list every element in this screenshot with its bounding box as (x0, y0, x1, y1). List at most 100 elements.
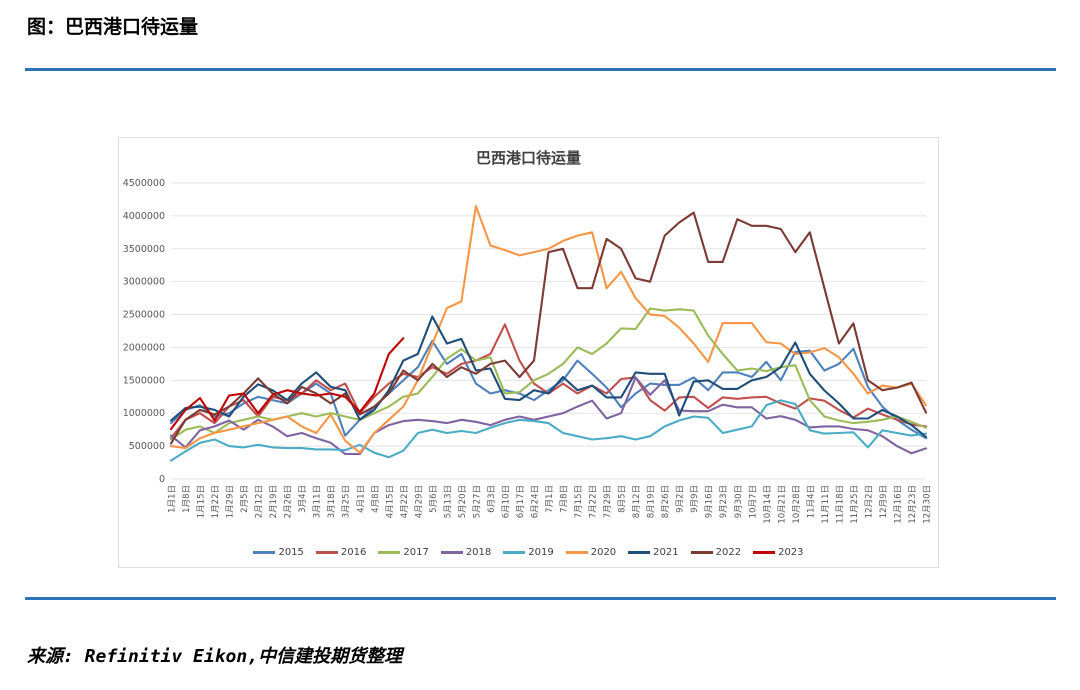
legend-item-2021: 2021 (628, 547, 679, 558)
series-line-2021 (169, 315, 928, 438)
x-axis-tick-label: 2月26日 (284, 485, 294, 518)
x-axis-tick-label: 3月4日 (298, 485, 308, 513)
legend-label: 2015 (278, 547, 304, 558)
y-axis-tick-label: 2500000 (123, 310, 165, 321)
legend-swatch-icon (753, 551, 776, 554)
page-title: 图：巴西港口待运量 (27, 17, 199, 38)
x-axis-tick-label: 8月5日 (618, 485, 628, 513)
x-axis-tick-label: 3月11日 (313, 485, 323, 518)
x-axis-tick-label: 4月1日 (356, 485, 366, 513)
y-axis-tick-label: 0 (159, 474, 165, 485)
legend-label: 2023 (778, 547, 804, 558)
x-axis-tick-label: 5月20日 (458, 485, 468, 518)
legend-swatch-icon (690, 551, 713, 554)
x-axis-tick-label: 4月8日 (371, 485, 381, 513)
x-axis-tick-label: 1月8日 (182, 485, 192, 513)
legend-swatch-icon (565, 551, 588, 554)
legend-label: 2018 (465, 547, 492, 558)
x-axis-tick-label: 10月7日 (748, 485, 758, 518)
x-axis-tick-label: 2月5日 (240, 485, 250, 513)
x-axis-tick-label: 8月26日 (661, 485, 671, 518)
y-axis-tick-label: 4500000 (123, 178, 165, 189)
legend-swatch-icon (253, 551, 276, 554)
legend-item-2015: 2015 (253, 547, 304, 558)
x-axis-tick-label: 11月18日 (835, 485, 845, 524)
x-axis-tick-label: 7月15日 (574, 485, 584, 518)
x-axis-tick-label: 7月8日 (560, 485, 570, 513)
x-axis-tick-label: 3月18日 (327, 485, 337, 518)
legend-item-2017: 2017 (378, 547, 429, 558)
x-axis-tick-label: 5月27日 (472, 485, 482, 518)
x-axis-tick-label: 2月12日 (255, 485, 265, 518)
x-axis-tick-label: 11月25日 (850, 485, 860, 524)
x-axis-tick-label: 12月16日 (893, 485, 903, 524)
x-axis-tick-label: 7月22日 (589, 485, 599, 518)
x-axis-tick-label: 5月13日 (443, 485, 453, 518)
y-axis-tick-label: 1000000 (123, 408, 165, 419)
legend-swatch-icon (315, 551, 338, 554)
x-axis-tick-label: 4月22日 (400, 485, 410, 518)
x-axis-tick-label: 9月16日 (705, 485, 715, 518)
legend-swatch-icon (440, 551, 463, 554)
x-axis-tick-label: 8月12日 (632, 485, 642, 518)
y-axis-tick-label: 4000000 (123, 211, 165, 222)
x-axis-tick-label: 6月24日 (530, 485, 540, 518)
x-axis-tick-label: 10月21日 (777, 485, 787, 524)
x-axis-tick-label: 6月10日 (501, 485, 511, 518)
x-axis-tick-label: 9月9日 (690, 485, 700, 513)
series-line-2019 (169, 399, 928, 462)
x-axis-tick-label: 3月25日 (342, 485, 352, 518)
x-axis-tick-label: 5月6日 (429, 485, 439, 513)
legend-swatch-icon (378, 551, 401, 554)
series-line-2022 (169, 211, 928, 445)
legend-label: 2022 (715, 547, 742, 558)
top-divider (25, 68, 1056, 71)
legend-swatch-icon (503, 551, 526, 554)
x-axis-tick-label: 6月17日 (516, 485, 526, 518)
line-chart: 0 500000 1000000 1500000 2000000 2500000 30000… (123, 178, 933, 524)
legend-item-2018: 2018 (440, 547, 492, 558)
source-note: 来源: Refinitiv Eikon,中信建投期货整理 (27, 646, 403, 667)
y-axis-tick-label: 1500000 (123, 375, 165, 386)
legend-item-2019: 2019 (503, 547, 554, 558)
x-axis-tick-label: 11月4日 (806, 485, 816, 518)
x-axis-tick-label: 1月29日 (226, 485, 236, 518)
y-axis-tick-label: 2000000 (123, 342, 165, 353)
legend-item-2022: 2022 (690, 547, 742, 558)
y-axis-tick-label: 3000000 (123, 277, 165, 288)
x-axis-tick-label: 1月22日 (211, 485, 221, 518)
x-axis-tick-label: 2月19日 (269, 485, 279, 518)
x-axis-tick-label: 9月30日 (734, 485, 744, 518)
legend-label: 2016 (340, 547, 367, 558)
x-axis-tick-label: 9月23日 (719, 485, 729, 518)
x-axis-tick-label: 7月1日 (545, 485, 555, 513)
y-axis-tick-label: 500000 (129, 441, 165, 452)
x-axis-tick-label: 1月1日 (168, 485, 178, 513)
chart-title: 巴西港口待运量 (475, 151, 581, 167)
x-axis-tick-label: 1月15日 (197, 485, 207, 518)
legend-swatch-icon (628, 551, 651, 554)
x-axis-tick-label: 12月9日 (879, 485, 889, 518)
chart-legend: 2015 2016 2017 2018 2019 2020 2021 2022 2023 (119, 547, 938, 558)
x-axis-tick-label: 10月28日 (792, 485, 802, 524)
x-axis-tick-label: 12月2日 (864, 485, 874, 518)
x-axis-tick-label: 9月2日 (676, 485, 686, 513)
x-axis-tick-label: 11月11日 (821, 485, 831, 524)
legend-item-2016: 2016 (315, 547, 367, 558)
x-axis-tick-label: 12月23日 (908, 485, 918, 524)
series-line-2017 (169, 307, 928, 441)
legend-label: 2020 (590, 547, 617, 558)
x-axis-tick-label: 6月3日 (487, 485, 497, 513)
x-axis-tick-label: 8月19日 (647, 485, 657, 518)
series-line-2023 (169, 337, 405, 431)
x-axis-tick-label: 12月30日 (923, 485, 933, 524)
x-axis-tick-label: 10月14日 (763, 485, 773, 524)
legend-item-2020: 2020 (565, 547, 617, 558)
x-axis-tick-label: 4月15日 (385, 485, 395, 518)
legend-label: 2017 (403, 547, 429, 558)
chart-frame: 0 500000 1000000 1500000 2000000 2500000 30000… (118, 137, 939, 568)
legend-label: 2019 (528, 547, 554, 558)
series-line-2018 (169, 376, 928, 456)
x-axis-tick-label: 7月29日 (603, 485, 613, 518)
